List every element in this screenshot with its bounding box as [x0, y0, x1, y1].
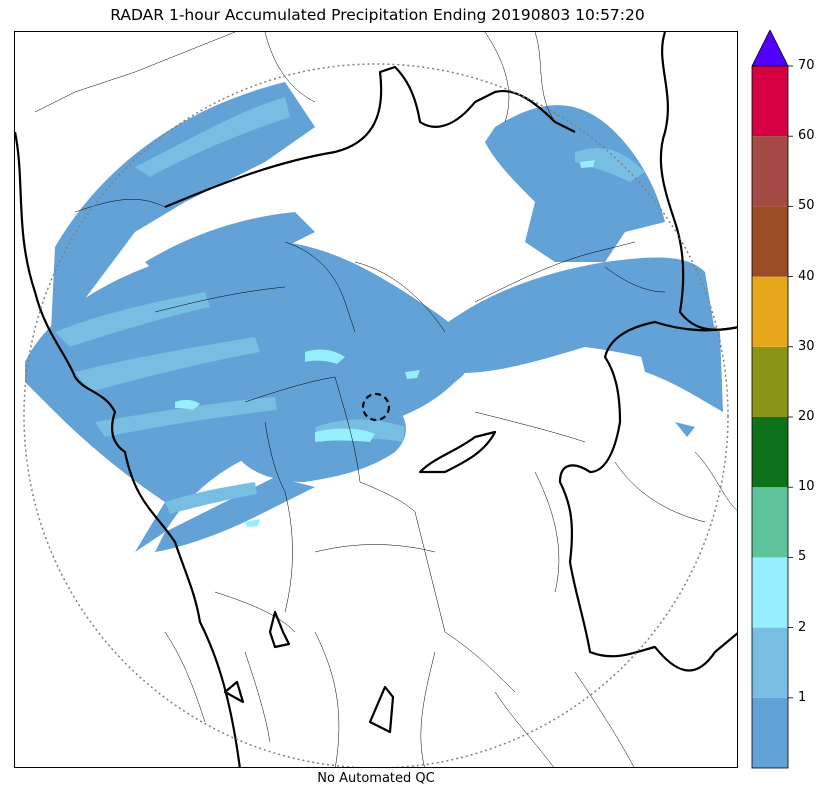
colorbar-bin-8 — [752, 136, 788, 207]
colorbar-bin-0 — [752, 697, 788, 768]
colorbar-tick-label: 10 — [798, 479, 815, 495]
colorbar-tick-label: 1 — [798, 689, 807, 705]
colorbar-bin-1 — [752, 627, 788, 698]
colorbar-tick-label: 40 — [798, 268, 815, 284]
colorbar-tick-label: 50 — [798, 198, 815, 214]
precip-heavy-layer — [175, 160, 595, 527]
colorbar-tick-label: 70 — [798, 58, 815, 73]
colorbar-bin-4 — [752, 417, 788, 488]
map-title: RADAR 1-hour Accumulated Precipitation E… — [110, 6, 645, 24]
range-ring — [23, 63, 729, 767]
colorbar-bin-7 — [752, 206, 788, 277]
radar-site-marker — [361, 392, 391, 422]
radar-map[interactable] — [14, 31, 738, 768]
colorbar-tick-label: 2 — [798, 619, 807, 635]
colorbar-tick-label: 5 — [798, 549, 807, 565]
precip-medium-layer — [55, 97, 645, 514]
colorbar-tick-label: 20 — [798, 409, 815, 424]
colorbar-tick-label: 30 — [798, 338, 815, 354]
colorbar — [751, 65, 793, 769]
colorbar-tick-label: 60 — [798, 128, 815, 144]
colorbar-bin-2 — [752, 557, 788, 628]
colorbar-bins — [751, 65, 793, 769]
colorbar-bin-5 — [752, 346, 788, 417]
colorbar-bin-3 — [752, 487, 788, 558]
colorbar-extend-arrow — [752, 30, 788, 67]
radar-map-canvas — [15, 32, 737, 767]
colorbar-bin-9 — [752, 66, 788, 137]
state-borders — [15, 32, 737, 767]
qc-status-label: No Automated QC — [317, 771, 435, 786]
colorbar-bin-6 — [752, 276, 788, 347]
